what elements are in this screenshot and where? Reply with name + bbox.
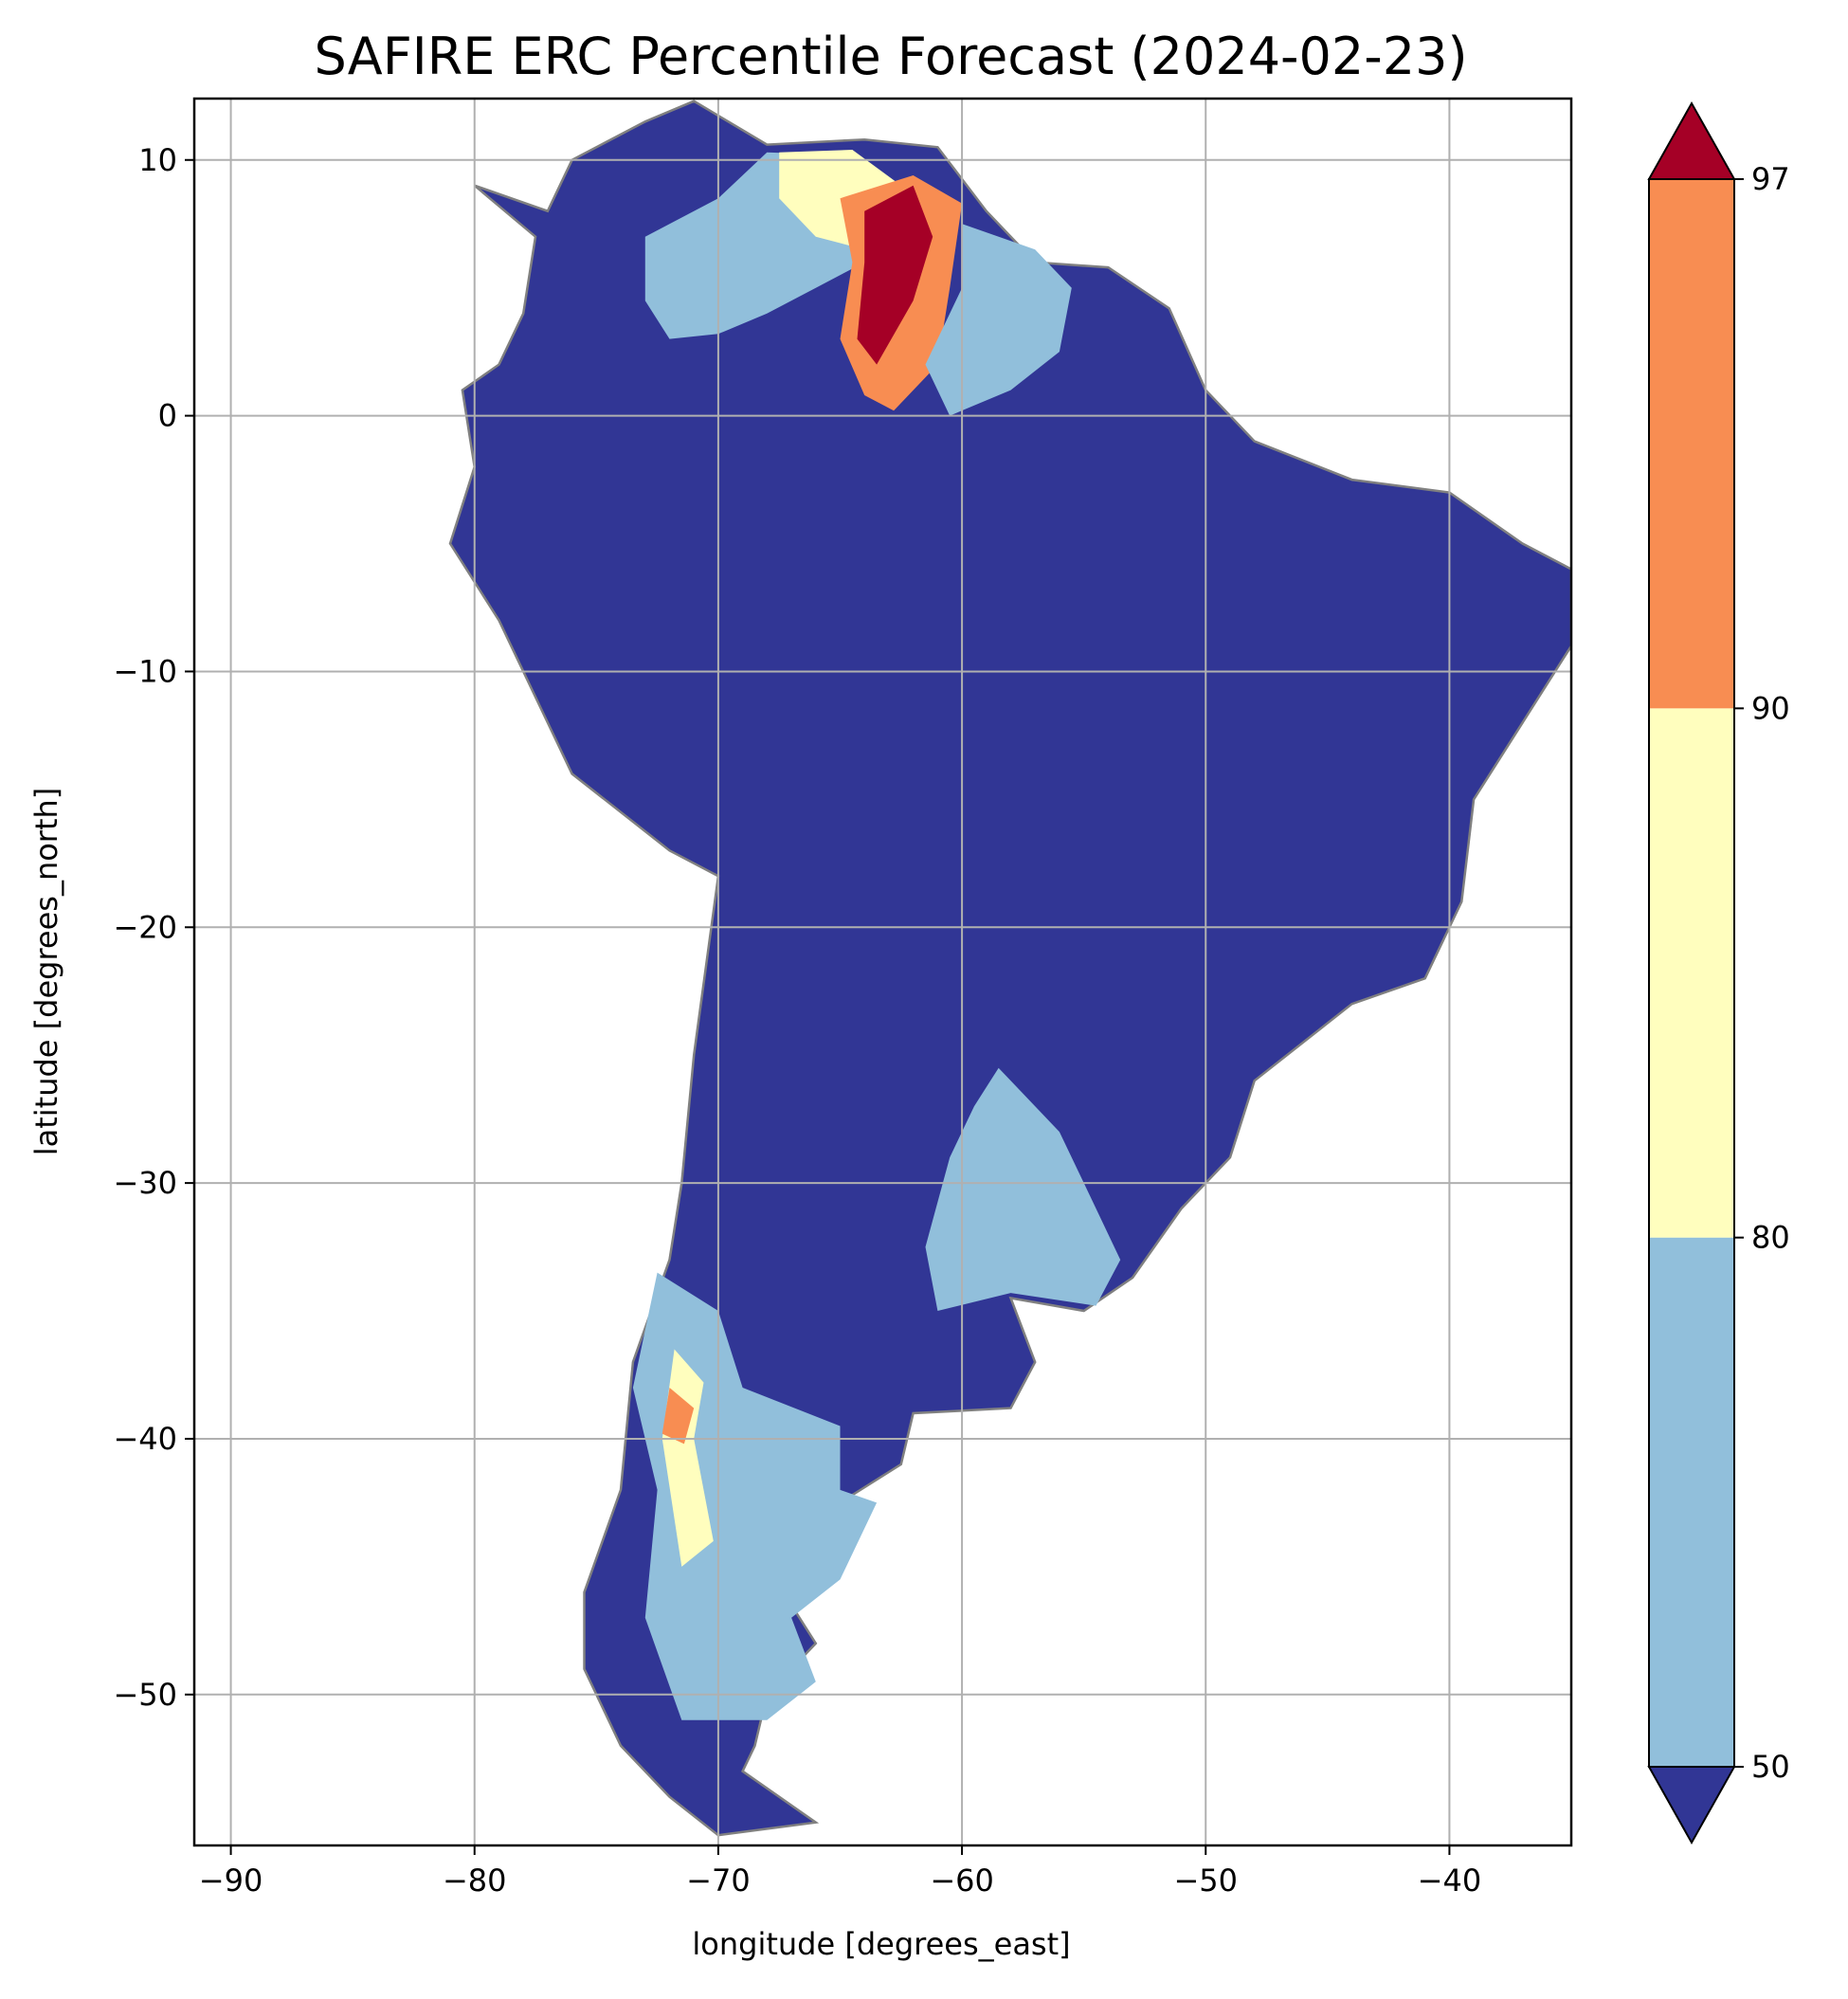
x-tick-label: −80 [443,1863,507,1899]
x-axis-ticks: −90 −80 −70 −60 −50 −40 [199,1845,1481,1899]
x-tick-label: −60 [930,1863,994,1899]
colorbar-segment [1649,1237,1734,1767]
x-axis-label: longitude [degrees_east] [692,1926,1070,1962]
figure-title: SAFIRE ERC Percentile Forecast (2024-02-… [314,27,1467,86]
x-tick-label: −40 [1418,1863,1482,1899]
y-axis-ticks: 10 0 −10 −20 −30 −40 −50 [113,142,194,1713]
colorbar-segment [1649,708,1734,1238]
colorbar: 97 90 80 50 [1647,100,1790,1845]
axes-frame [192,97,1573,1847]
y-tick-label: −20 [113,909,177,945]
y-tick-label: −30 [113,1165,177,1201]
y-tick-label: 10 [138,142,177,178]
filled-regions [448,100,1571,1837]
x-tick-label: −70 [686,1863,751,1899]
gridlines [194,99,1571,1845]
colorbar-tick-label: 90 [1751,690,1790,726]
colorbar-tick-label: 97 [1751,161,1790,197]
region-pampas-light-blue [925,1067,1121,1311]
y-tick-label: −50 [113,1677,177,1713]
colorbar-under-arrow [1647,1766,1736,1845]
colorbar-tick-label: 50 [1751,1749,1790,1785]
region-venezuela-red-core [857,185,933,365]
colorbar-over-arrow [1647,100,1736,180]
y-tick-label: −40 [113,1421,177,1457]
colorbar-segment [1649,179,1734,709]
x-tick-label: −50 [1173,1863,1238,1899]
colorbar-tick-label: 80 [1751,1220,1790,1256]
x-tick-label: −90 [199,1863,263,1899]
y-tick-label: −10 [113,653,177,689]
y-axis-label: latitude [degrees_north] [28,788,64,1156]
colorbar-frame [1648,178,1735,1768]
map-axes: −90 −80 −70 −60 −50 −40 10 0 −10 −20 −30 −40 −50 [113,97,1573,1899]
y-tick-label: 0 [158,398,177,434]
region-chile-orange [661,1388,695,1445]
